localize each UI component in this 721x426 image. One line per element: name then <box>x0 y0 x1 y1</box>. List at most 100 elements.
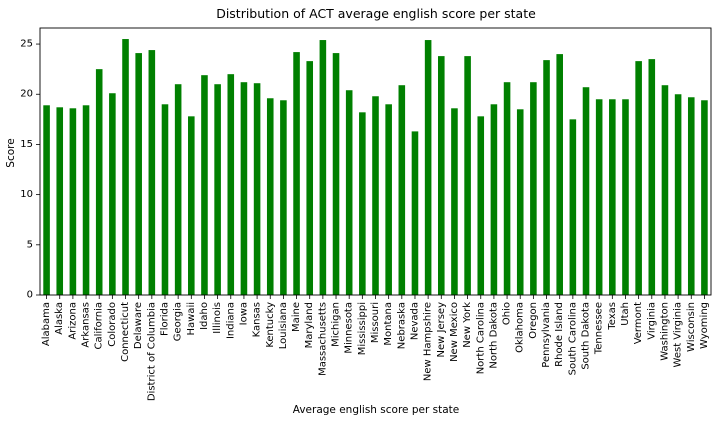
bar-montana <box>385 104 392 295</box>
bars <box>43 39 708 296</box>
bar-tennessee <box>595 99 603 296</box>
x-tick-label: New Mexico <box>449 302 460 362</box>
bar-pennsylvania <box>543 60 550 296</box>
x-tick-label: Colorado <box>107 302 118 347</box>
x-tick-label: Missouri <box>370 302 381 343</box>
plot-frame <box>39 27 712 296</box>
x-tick-label: Louisiana <box>278 302 289 349</box>
x-tick-label: Rhode Island <box>554 302 565 367</box>
x-tick-label: West Virginia <box>673 302 684 367</box>
x-tick-label: Illinois <box>212 302 223 334</box>
x-tick-label: Nevada <box>409 302 420 340</box>
bar-missouri <box>372 96 379 295</box>
bar-south-dakota <box>582 87 590 295</box>
x-tick-label: Oregon <box>528 302 539 339</box>
x-tick-label: Arkansas <box>81 302 92 348</box>
bar-kansas <box>253 83 261 296</box>
x-tick-label: Mississippi <box>357 302 368 355</box>
x-tick-label: Tennessee <box>594 302 605 355</box>
bar-louisiana <box>280 100 287 296</box>
bar-indiana <box>227 74 235 295</box>
bar-district-of-columbia <box>148 50 156 295</box>
x-tick-label: Wyoming <box>699 302 710 349</box>
bar-rhode-island <box>556 54 563 295</box>
x-tick-label: Montana <box>383 302 394 346</box>
x-tick-label: Florida <box>159 302 170 336</box>
bar-virginia <box>648 59 656 296</box>
x-tick-label: Arizona <box>67 302 78 340</box>
bar-florida <box>161 104 169 295</box>
bar-vermont <box>635 61 642 296</box>
bar-iowa <box>240 82 248 295</box>
bar-illinois <box>214 84 221 296</box>
bar-nebraska <box>398 85 406 296</box>
x-tick-label: California <box>94 302 105 350</box>
y-tick-label: 0 <box>27 290 33 301</box>
x-tick-label: North Carolina <box>475 302 486 374</box>
bar-nevada <box>411 131 419 295</box>
x-tick-label: Maryland <box>304 302 315 348</box>
x-tick-label: Delaware <box>133 302 144 349</box>
x-tick-label: Indiana <box>225 302 236 339</box>
bar-maryland <box>306 61 314 296</box>
bar-utah <box>622 99 629 296</box>
bar-california <box>95 69 103 296</box>
bar-north-dakota <box>490 104 498 295</box>
bar-wisconsin <box>687 97 695 295</box>
bar-ohio <box>503 82 511 295</box>
y-tick-label: 25 <box>20 39 33 50</box>
x-tick-label: South Dakota <box>581 302 592 370</box>
x-tick-label: Hawaii <box>186 302 197 336</box>
bar-west-virginia <box>674 94 682 295</box>
x-tick-label: South Carolina <box>567 302 578 375</box>
bar-georgia <box>174 84 182 296</box>
bar-alabama <box>43 105 50 295</box>
x-tick-label: Iowa <box>238 302 249 325</box>
bar-oregon <box>530 82 537 295</box>
x-tick-label: Alaska <box>54 302 65 335</box>
bar-north-carolina <box>477 116 485 295</box>
x-tick-label: Utah <box>620 302 631 326</box>
bar-alaska <box>56 107 64 295</box>
bar-new-mexico <box>451 108 458 295</box>
y-axis: 0 5 10 15 20 25 <box>20 39 40 301</box>
y-tick-label: 5 <box>27 239 33 250</box>
bar-connecticut <box>122 39 129 295</box>
x-tick-label: Oklahoma <box>515 302 526 353</box>
bar-new-jersey <box>438 56 445 295</box>
x-tick-label: Nebraska <box>396 302 407 349</box>
bar-oklahoma <box>516 109 524 295</box>
x-tick-label: Alabama <box>41 302 52 346</box>
bar-texas <box>609 99 616 296</box>
y-tick-label: 10 <box>20 189 33 200</box>
x-tick-label: Maine <box>291 302 302 332</box>
x-axis-label: Average english score per state <box>293 404 459 416</box>
x-tick-label: Idaho <box>199 302 210 330</box>
bar-arizona <box>69 108 77 295</box>
x-tick-label: Texas <box>607 302 618 331</box>
x-tick-label: District of Columbia <box>146 302 157 401</box>
x-tick-label: New Jersey <box>436 302 447 358</box>
bar-minnesota <box>345 90 353 295</box>
bar-new-hampshire <box>424 40 432 295</box>
bar-idaho <box>201 75 208 296</box>
y-tick-label: 15 <box>20 139 33 150</box>
x-tick-label: Vermont <box>633 302 644 344</box>
x-tick-label: Washington <box>659 302 670 361</box>
x-axis: Alabama Alaska Arizona Arkansas California Co… <box>41 295 710 401</box>
x-tick-label: Ohio <box>502 302 513 325</box>
x-tick-label: Georgia <box>173 302 184 341</box>
x-tick-label: Minnesota <box>344 302 355 354</box>
bar-arkansas <box>82 105 90 295</box>
bar-hawaii <box>188 116 195 295</box>
bar-colorado <box>109 93 116 296</box>
x-tick-label: Wisconsin <box>686 302 697 352</box>
bar-kentucky <box>266 98 274 295</box>
x-tick-label: Michigan <box>331 302 342 347</box>
x-tick-label: New Hampshire <box>423 302 434 381</box>
bar-michigan <box>332 53 340 296</box>
x-tick-label: Kentucky <box>265 302 276 348</box>
y-axis-label: Score <box>5 138 17 167</box>
x-tick-label: Pennsylvania <box>541 302 552 368</box>
